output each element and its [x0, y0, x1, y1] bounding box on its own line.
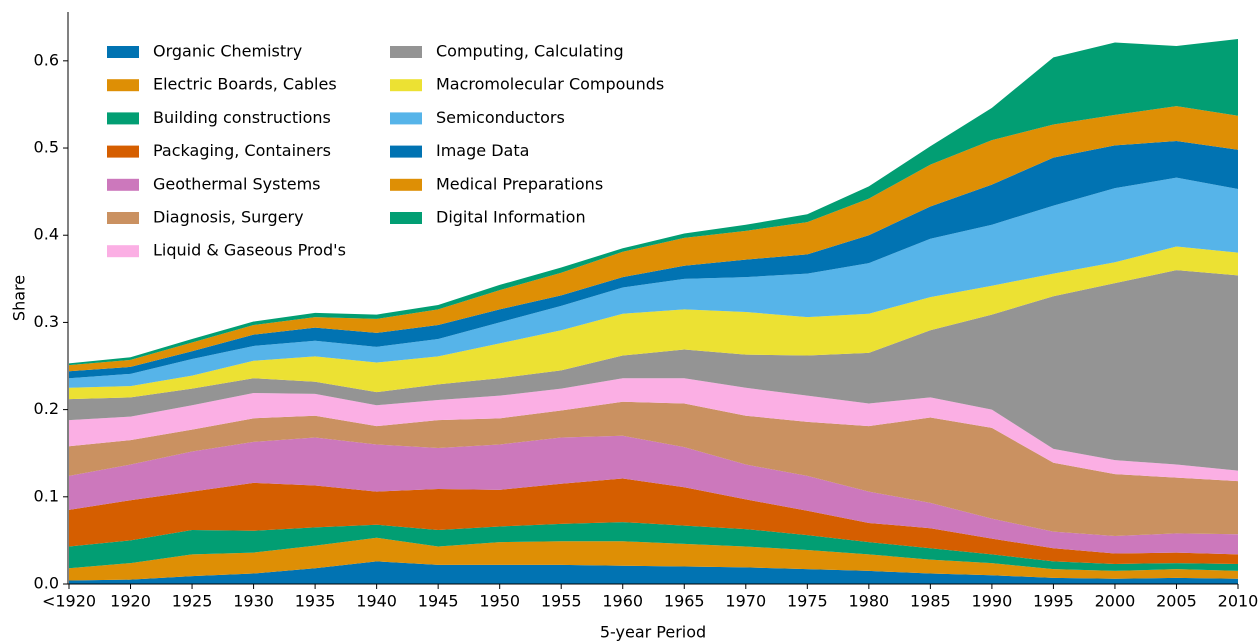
x-axis-label: 5-year Period [600, 623, 706, 642]
area [69, 561, 1238, 584]
area [69, 141, 1238, 379]
x-tick-label: 1995 [1033, 592, 1074, 611]
legend-swatch [390, 112, 422, 125]
legend-label: Diagnosis, Surgery [153, 208, 304, 227]
area [69, 270, 1238, 471]
area [69, 177, 1238, 388]
legend-swatch [390, 79, 422, 92]
x-tick-label: 1990 [972, 592, 1013, 611]
x-tick-label: 1935 [295, 592, 336, 611]
legend-label: Building constructions [153, 108, 331, 127]
area [69, 378, 1238, 482]
legend-label: Geothermal Systems [153, 174, 321, 193]
area [69, 401, 1238, 537]
area [69, 246, 1238, 400]
legend-label: Image Data [436, 141, 529, 160]
legend-swatch [107, 245, 139, 258]
area [69, 537, 1238, 581]
legend-label: Computing, Calculating [436, 42, 624, 61]
area [69, 106, 1238, 372]
area [69, 478, 1238, 564]
x-tick-label: 1970 [725, 592, 766, 611]
legend-swatch [107, 145, 139, 158]
x-tick-label: 2010 [1218, 592, 1259, 611]
x-tick-label: 1955 [541, 592, 582, 611]
x-tick-label: 1950 [479, 592, 520, 611]
y-tick-label: 0.0 [34, 574, 59, 593]
legend-label: Macromolecular Compounds [436, 75, 664, 94]
area [69, 39, 1238, 366]
x-tick-label: 1965 [664, 592, 705, 611]
x-tick-label: 1920 [110, 592, 151, 611]
x-tick-label: 1960 [602, 592, 643, 611]
y-tick-label: 0.3 [34, 312, 59, 331]
legend-label: Digital Information [436, 208, 586, 227]
legend-swatch [390, 145, 422, 158]
x-tick-label: 1925 [172, 592, 213, 611]
legend-swatch [107, 178, 139, 191]
area [69, 435, 1238, 555]
legend-swatch [390, 46, 422, 58]
x-tick-label: 2005 [1156, 592, 1197, 611]
y-tick-label: 0.4 [34, 225, 59, 244]
legend-swatch [390, 178, 422, 191]
legend-swatch [107, 46, 139, 58]
legend-swatch [107, 79, 139, 92]
legend: Organic Chemistry Electric Boards, Cables… [107, 42, 664, 260]
x-tick-label: 1980 [848, 592, 889, 611]
x-tick-label: 1945 [418, 592, 459, 611]
legend-swatch [390, 212, 422, 224]
x-tick-label: 2000 [1095, 592, 1136, 611]
legend-label: Medical Preparations [436, 174, 603, 193]
legend-swatch [107, 112, 139, 125]
y-tick-label: 0.6 [34, 50, 59, 69]
x-tick-label: 1930 [233, 592, 274, 611]
x-tick-label: 1940 [356, 592, 397, 611]
legend-label: Electric Boards, Cables [153, 75, 337, 94]
x-tick-label: 1975 [787, 592, 828, 611]
y-tick-label: 0.1 [34, 486, 59, 505]
area [69, 522, 1238, 571]
legend-label: Packaging, Containers [153, 141, 331, 160]
x-tick-label: <1920 [42, 592, 96, 611]
legend-label: Liquid & Gaseous Prod's [153, 241, 346, 260]
y-axis-label: Share [10, 275, 29, 321]
legend-label: Semiconductors [436, 108, 565, 127]
legend-label: Organic Chemistry [153, 42, 302, 61]
y-tick-label: 0.2 [34, 399, 59, 418]
y-tick-label: 0.5 [34, 138, 59, 157]
axes: 0.0 0.1 0.2 0.3 0.4 0.5 0.6 <1920 1920 1925 1930 19… [34, 12, 1259, 611]
x-tick-label: 1985 [910, 592, 951, 611]
plot-area [69, 39, 1238, 584]
legend-swatch [107, 212, 139, 224]
